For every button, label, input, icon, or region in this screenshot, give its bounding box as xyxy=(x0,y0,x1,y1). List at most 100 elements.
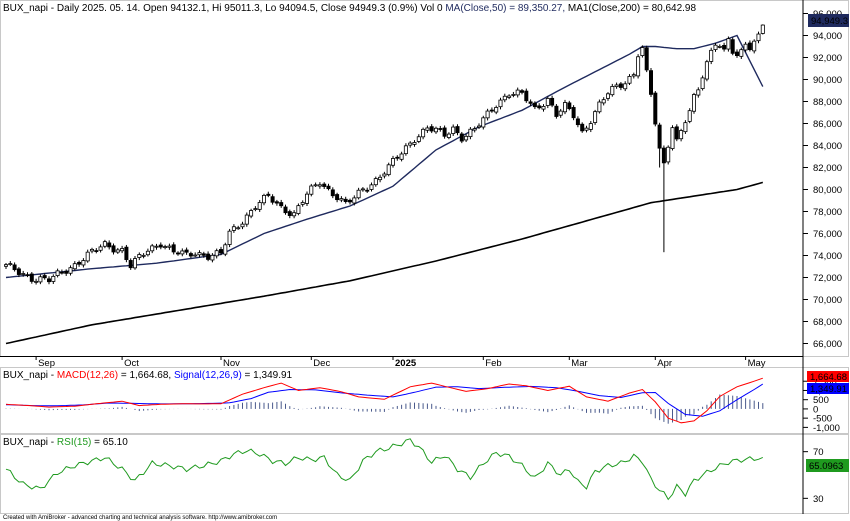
candle-body xyxy=(309,185,314,195)
candle xyxy=(180,248,185,257)
candle-body xyxy=(206,253,211,260)
candle xyxy=(395,155,400,161)
time-tick-label: 2025 xyxy=(395,358,417,369)
candle xyxy=(81,258,86,268)
candle xyxy=(558,108,563,118)
candle xyxy=(64,269,69,276)
candle xyxy=(700,75,705,91)
candle xyxy=(661,145,666,253)
candle-body xyxy=(455,126,460,134)
candle-body xyxy=(464,135,469,141)
candle-body xyxy=(696,89,701,96)
candle xyxy=(167,243,172,250)
candle xyxy=(378,174,383,183)
candle xyxy=(567,100,572,111)
rsi-symbol: BUX_napi xyxy=(3,437,48,448)
candle xyxy=(433,126,438,134)
candle-body xyxy=(326,185,331,190)
candle-body xyxy=(343,198,348,202)
candle xyxy=(532,101,537,110)
candle-body xyxy=(563,102,568,113)
price-tick-label: 84,000 xyxy=(813,141,842,152)
price-header: BUX_napi - Daily 2025. 05. 14. Open 9413… xyxy=(3,3,696,14)
macd-tag-text: 1,664.68 xyxy=(810,372,847,383)
candle xyxy=(653,91,658,127)
ma200-legend: MA1(Close,200) = 80,642.98 xyxy=(565,3,696,14)
candle-body xyxy=(674,126,679,140)
candle-body xyxy=(360,188,365,191)
candle xyxy=(524,88,529,103)
candle-body xyxy=(636,56,641,77)
candle-body xyxy=(399,153,404,160)
candle xyxy=(485,108,490,121)
candle-body xyxy=(188,253,193,257)
candle xyxy=(550,95,555,108)
candle-body xyxy=(356,189,361,199)
candle-body xyxy=(352,197,357,204)
candle-body xyxy=(524,90,529,102)
candle xyxy=(107,240,112,250)
candle-body xyxy=(661,147,666,164)
candle-body xyxy=(34,280,39,283)
candle-body xyxy=(339,198,344,201)
candle xyxy=(313,182,318,187)
candle-body xyxy=(236,227,241,230)
candle xyxy=(537,103,542,110)
price-tick-label: 90,000 xyxy=(813,75,842,86)
candle-body xyxy=(378,176,383,181)
macd-line xyxy=(5,377,763,424)
candle xyxy=(201,251,206,258)
time-tick-label: Sep xyxy=(38,358,55,369)
candle xyxy=(507,94,512,100)
candle-body xyxy=(735,51,740,57)
candle-body xyxy=(713,44,718,50)
footer-credit: Created with AmiBroker - advanced charti… xyxy=(3,515,277,521)
candle-body xyxy=(240,223,245,228)
candle xyxy=(4,263,9,269)
candle-body xyxy=(201,253,206,256)
candle xyxy=(451,124,456,136)
candle-body xyxy=(184,249,189,253)
price-tick-label: 68,000 xyxy=(813,317,842,328)
candle-body xyxy=(253,208,258,210)
candle xyxy=(476,123,481,129)
candle-body xyxy=(21,273,26,275)
candle-body xyxy=(537,105,542,109)
candle xyxy=(309,183,314,197)
candle xyxy=(214,248,219,259)
candle xyxy=(163,244,168,250)
candle-body xyxy=(416,136,421,142)
candle xyxy=(670,125,675,151)
candle xyxy=(481,115,486,130)
macd-name: MACD(12,26) xyxy=(57,370,118,381)
candle xyxy=(640,45,645,58)
candle xyxy=(55,268,60,278)
candle xyxy=(335,192,340,203)
candle-body xyxy=(442,127,447,137)
candle-body xyxy=(287,211,292,216)
price-panel xyxy=(0,0,849,357)
candle xyxy=(498,97,503,110)
candle xyxy=(614,82,619,89)
candle-body xyxy=(373,178,378,186)
candle xyxy=(438,125,443,132)
candle-body xyxy=(618,83,623,88)
candle xyxy=(154,243,159,250)
macd-header: BUX_napi - MACD(12,26) = 1,664.68, Signa… xyxy=(3,370,293,381)
candle xyxy=(631,72,636,79)
candle xyxy=(77,260,82,267)
candle xyxy=(584,125,589,133)
candle xyxy=(666,145,671,165)
candle-body xyxy=(494,107,499,113)
candle xyxy=(188,251,193,259)
candle xyxy=(72,261,77,271)
candle xyxy=(257,199,262,212)
candle xyxy=(601,97,606,106)
candle-body xyxy=(107,242,112,248)
candle-body xyxy=(244,214,249,225)
candle xyxy=(515,87,520,98)
candle-body xyxy=(72,263,77,270)
candle xyxy=(735,49,740,58)
candle xyxy=(365,187,370,193)
candle xyxy=(390,155,395,168)
